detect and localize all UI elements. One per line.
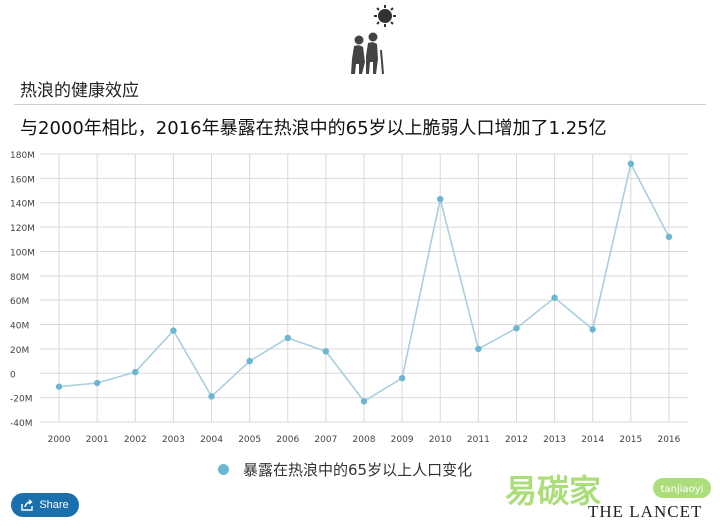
y-tick-label: -40M <box>10 419 32 429</box>
legend-label: 暴露在热浪中的65岁以上人口变化 <box>243 460 473 479</box>
watermark-logo: 易碳家 tanjiaoyi <box>505 472 711 510</box>
svg-text:tanjiaoyi: tanjiaoyi <box>661 484 704 495</box>
legend-marker <box>218 463 229 475</box>
x-tick-label: 2004 <box>200 435 223 445</box>
x-tick-label: 2003 <box>162 435 185 445</box>
chart-legend: 暴露在热浪中的65岁以上人口变化 <box>218 458 472 480</box>
data-point <box>627 160 635 167</box>
y-tick-label: 180M <box>10 151 35 161</box>
data-point <box>246 357 253 365</box>
y-tick-label: 100M <box>10 248 35 258</box>
data-point <box>475 345 482 353</box>
x-tick-label: 2012 <box>505 435 528 445</box>
x-tick-label: 2010 <box>429 435 452 445</box>
share-label: Share <box>39 499 69 511</box>
y-tick-label: 160M <box>10 175 35 185</box>
x-tick-label: 2009 <box>391 435 414 445</box>
x-tick-label: 2013 <box>543 435 566 445</box>
x-tick-label: 2015 <box>619 435 642 445</box>
data-point <box>398 374 406 382</box>
x-tick-label: 2007 <box>314 435 337 445</box>
chart-headline: 与2000年相比，2016年暴露在热浪中的65岁以上脆弱人口增加了1.25亿 <box>20 118 607 139</box>
data-point <box>55 383 63 390</box>
x-tick-label: 2001 <box>86 435 109 445</box>
title-divider <box>14 104 706 105</box>
y-tick-label: 60M <box>10 297 29 307</box>
data-point <box>665 233 673 241</box>
x-tick-label: 2002 <box>124 435 147 445</box>
share-icon <box>21 499 34 511</box>
data-point <box>208 393 215 400</box>
y-tick-label: 140M <box>10 200 35 210</box>
data-point <box>589 326 596 333</box>
data-point <box>284 334 291 342</box>
data-point <box>437 195 444 203</box>
share-button[interactable]: Share <box>11 493 79 517</box>
section-title: 热浪的健康效应 <box>20 81 139 101</box>
data-point <box>513 325 520 332</box>
data-point <box>322 348 330 355</box>
x-tick-label: 2016 <box>657 435 680 445</box>
x-tick-label: 2008 <box>353 435 376 445</box>
x-tick-label: 2006 <box>276 435 299 445</box>
x-tick-label: 2014 <box>581 435 604 445</box>
data-point <box>551 294 558 301</box>
y-tick-label: 20M <box>10 346 29 356</box>
line-chart: -40M -20M 0 20M 40M 60M 80M 100M 120M 140M 160M 180… <box>10 151 688 445</box>
x-tick-label: 2000 <box>48 435 71 445</box>
data-point <box>93 379 101 387</box>
y-tick-label: -20M <box>10 395 32 405</box>
y-tick-label: 40M <box>10 322 29 332</box>
y-tick-label: 80M <box>10 273 29 283</box>
y-tick-label: 120M <box>10 224 35 234</box>
data-point <box>170 327 177 334</box>
y-tick-label: 0 <box>10 370 16 380</box>
elderly-couple-sun-icon <box>351 5 396 75</box>
svg-text:易碳家: 易碳家 <box>505 472 601 510</box>
x-tick-label: 2011 <box>467 435 490 445</box>
data-point <box>360 398 368 405</box>
data-point <box>132 368 139 376</box>
x-tick-label: 2005 <box>238 435 261 445</box>
publisher-logo: THE LANCET <box>588 502 703 521</box>
